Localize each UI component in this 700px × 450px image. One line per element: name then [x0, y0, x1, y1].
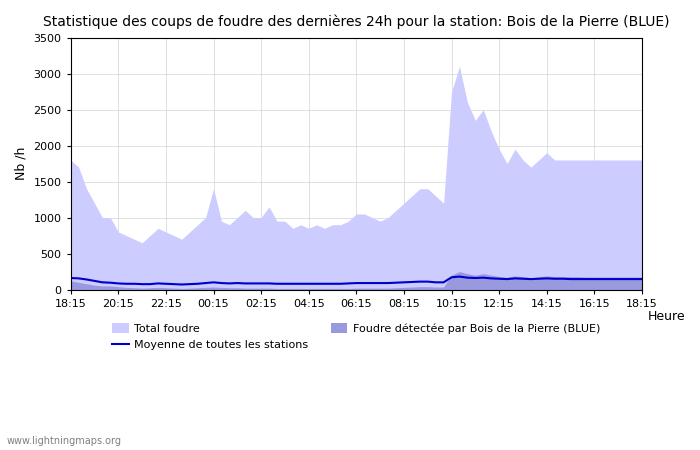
Text: Heure: Heure	[648, 310, 685, 323]
Legend: Total foudre, Moyenne de toutes les stations, Foudre détectée par Bois de la Pie: Total foudre, Moyenne de toutes les stat…	[108, 319, 605, 355]
Title: Statistique des coups de foudre des dernières 24h pour la station: Bois de la Pi: Statistique des coups de foudre des dern…	[43, 15, 670, 30]
Text: www.lightningmaps.org: www.lightningmaps.org	[7, 436, 122, 446]
Y-axis label: Nb /h: Nb /h	[15, 147, 28, 180]
